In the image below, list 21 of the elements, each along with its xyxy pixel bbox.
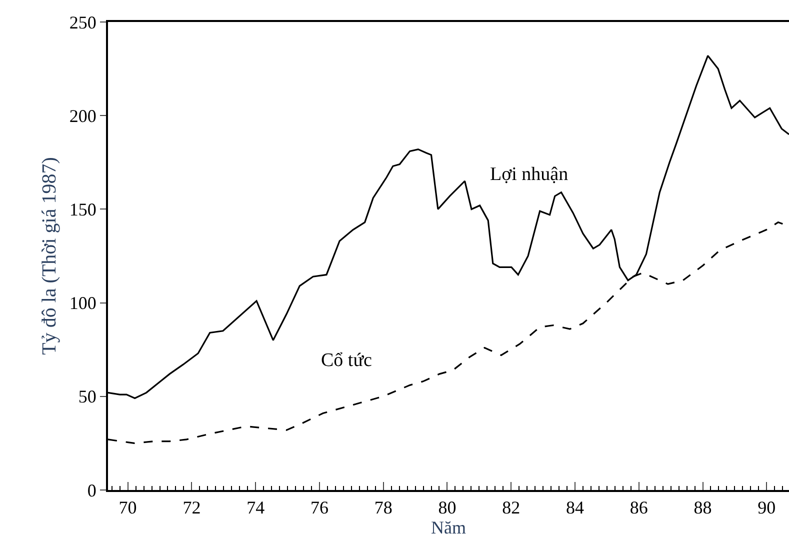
x-tick-label: 84 bbox=[566, 498, 584, 518]
series-label: Cổ tức bbox=[321, 350, 372, 371]
x-tick-label: 72 bbox=[182, 498, 201, 518]
x-tick-label: 82 bbox=[502, 498, 520, 518]
x-tick-label: 90 bbox=[758, 498, 776, 518]
x-tick-label: 74 bbox=[246, 498, 265, 518]
y-tick-label: 50 bbox=[78, 386, 96, 407]
x-axis-title: Năm bbox=[431, 518, 466, 538]
x-tick-label: 80 bbox=[438, 498, 456, 518]
y-tick-label: 0 bbox=[87, 480, 96, 500]
x-tick-label: 86 bbox=[630, 498, 648, 518]
y-axis-title: Tỷ đô la (Thời giá 1987) bbox=[38, 157, 60, 355]
series-label: Lợi nhuận bbox=[490, 164, 569, 185]
y-tick-label: 200 bbox=[69, 106, 96, 126]
y-tick-label: 100 bbox=[69, 293, 96, 314]
x-tick-label: 88 bbox=[694, 498, 712, 518]
x-tick-label: 78 bbox=[374, 498, 392, 518]
y-tick-label: 150 bbox=[69, 200, 96, 220]
x-tick-label: 76 bbox=[310, 498, 328, 518]
y-tick-label: 250 bbox=[69, 12, 96, 32]
x-tick-label: 70 bbox=[118, 498, 137, 518]
